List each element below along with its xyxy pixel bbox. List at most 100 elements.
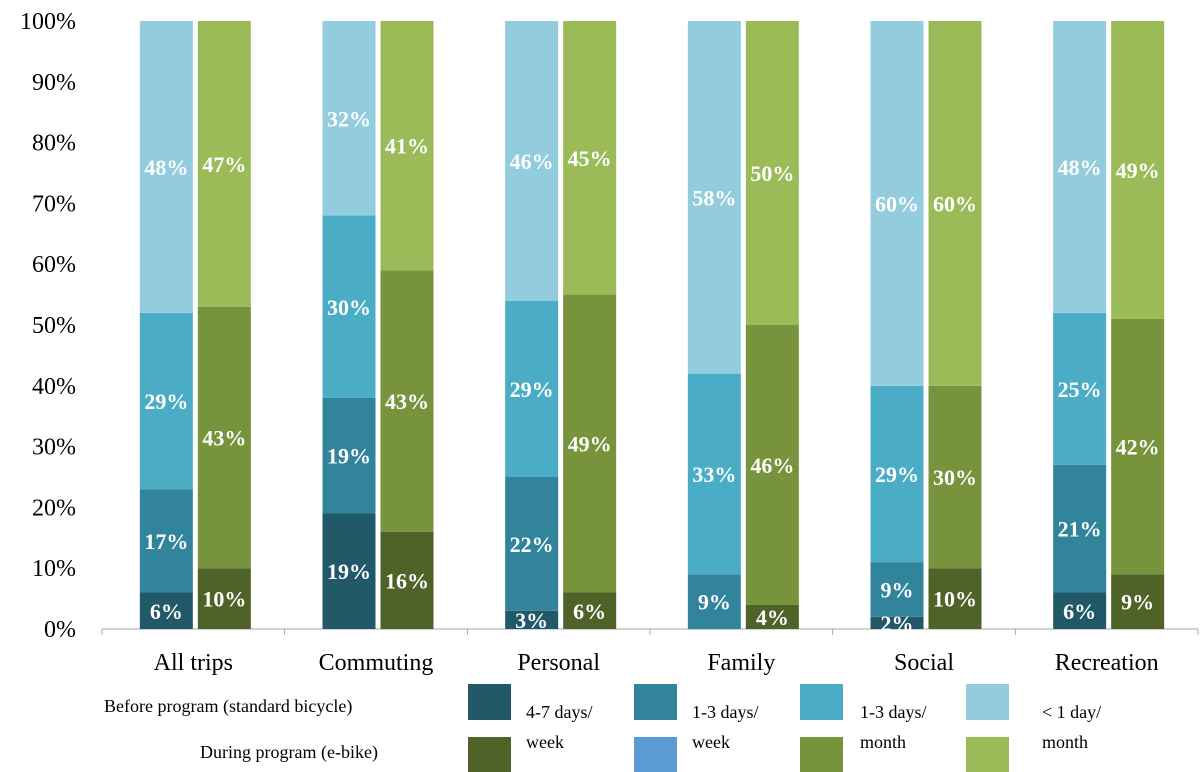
data-label: 46% (750, 453, 794, 478)
data-label: 49% (1116, 158, 1160, 183)
bar-segment (197, 21, 251, 307)
bar-segment (1111, 574, 1165, 629)
bar-segment (139, 489, 193, 593)
data-label: 41% (385, 134, 429, 159)
data-label: 19% (327, 559, 371, 584)
bar-segment (505, 21, 559, 301)
bar-segment (687, 21, 741, 374)
bar-segment (380, 270, 434, 532)
bar-segment (505, 610, 559, 629)
data-label: 22% (510, 532, 554, 557)
segment-labels: 6% 17% 29% 48% 10% 43% 47% 19% 19% 30% 32% 16% 43% 41… (144, 106, 1159, 636)
data-label: 9% (1121, 590, 1154, 615)
data-label: 32% (327, 106, 371, 131)
bar-segment (1053, 592, 1107, 629)
x-tick-label: Social (894, 650, 954, 676)
bar-segment (1053, 464, 1107, 593)
legend-row-label-during: During program (e-bike) (200, 742, 378, 763)
data-label: 60% (933, 191, 977, 216)
data-label: 45% (568, 146, 612, 171)
legend-swatch (634, 737, 677, 772)
data-label: 2% (881, 611, 914, 636)
x-tick-label: All trips (154, 650, 233, 676)
legend-swatch (468, 684, 511, 720)
y-tick-label: 70% (32, 191, 76, 217)
bar-segment (197, 568, 251, 629)
bar-segment (687, 373, 741, 575)
bar-segment (745, 21, 799, 325)
y-tick-label: 10% (32, 556, 76, 582)
legend-label: < 1 day/ (1042, 702, 1101, 722)
bar-segment (563, 294, 617, 593)
bar-segment (870, 385, 924, 563)
data-label: 58% (692, 185, 736, 210)
bar-segment (745, 604, 799, 629)
bar-segment (928, 568, 982, 629)
legend-label: month (860, 732, 906, 752)
bar-segment (139, 592, 193, 629)
bars (139, 21, 1165, 629)
bar-segment (1111, 21, 1165, 319)
data-label: 47% (202, 152, 246, 177)
bar-segment (139, 312, 193, 490)
y-tick-label: 30% (32, 435, 76, 461)
bar-segment (322, 21, 376, 216)
legend-row-label-before: Before program (standard bicycle) (104, 696, 352, 717)
data-label: 43% (385, 389, 429, 414)
data-label: 30% (327, 295, 371, 320)
y-tick-label: 90% (32, 70, 76, 96)
legend: Before program (standard bicycle) During… (104, 684, 1101, 772)
data-label: 48% (1058, 155, 1102, 180)
legend-label: 1-3 days/ (692, 702, 759, 722)
data-label: 6% (1063, 599, 1096, 624)
data-label: 29% (144, 389, 188, 414)
data-label: 60% (875, 191, 919, 216)
data-label: 48% (144, 155, 188, 180)
bar-segment (870, 562, 924, 617)
bar-segment (1053, 312, 1107, 465)
data-label: 19% (327, 444, 371, 469)
data-label: 43% (202, 425, 246, 450)
legend-swatch (966, 684, 1009, 720)
data-label: 29% (875, 462, 919, 487)
data-label: 6% (150, 599, 183, 624)
data-label: 21% (1058, 517, 1102, 542)
legend-swatch (800, 684, 843, 720)
bar-segment (505, 477, 559, 611)
data-label: 33% (692, 462, 736, 487)
data-label: 10% (202, 587, 246, 612)
data-label: 17% (144, 529, 188, 554)
bar-segment (870, 21, 924, 386)
bar-segment (322, 397, 376, 514)
bar-segment (322, 215, 376, 398)
data-label: 3% (515, 608, 548, 633)
bar-segment (139, 21, 193, 313)
bar-segment (563, 592, 617, 629)
data-label: 9% (698, 590, 731, 615)
bar-segment (197, 306, 251, 569)
data-label: 42% (1116, 435, 1160, 460)
bar-segment (380, 531, 434, 629)
data-label: 50% (750, 161, 794, 186)
y-tick-label: 60% (32, 252, 76, 278)
data-label: 25% (1058, 377, 1102, 402)
legend-label: month (1042, 732, 1088, 752)
data-label: 9% (881, 577, 914, 602)
x-axis: All trips Commuting Personal Family Social Re… (101, 628, 1199, 676)
y-tick-label: 80% (32, 131, 76, 157)
bar-segment (928, 21, 982, 386)
y-axis: 0% 10% 20% 30% 40% 50% 60% 70% 80% 90% 100% (20, 9, 76, 643)
bar-segment (928, 385, 982, 569)
y-tick-label: 0% (44, 617, 76, 643)
legend-label: 1-3 days/ (860, 702, 927, 722)
bar-segment (380, 21, 434, 271)
x-tick-label: Personal (517, 650, 600, 676)
bar-segment (322, 513, 376, 629)
bar-segment (687, 574, 741, 629)
y-tick-label: 50% (32, 313, 76, 339)
x-tick-label: Recreation (1055, 650, 1159, 676)
bar-segment (870, 616, 924, 629)
legend-swatch (800, 737, 843, 772)
legend-swatch (634, 684, 677, 720)
